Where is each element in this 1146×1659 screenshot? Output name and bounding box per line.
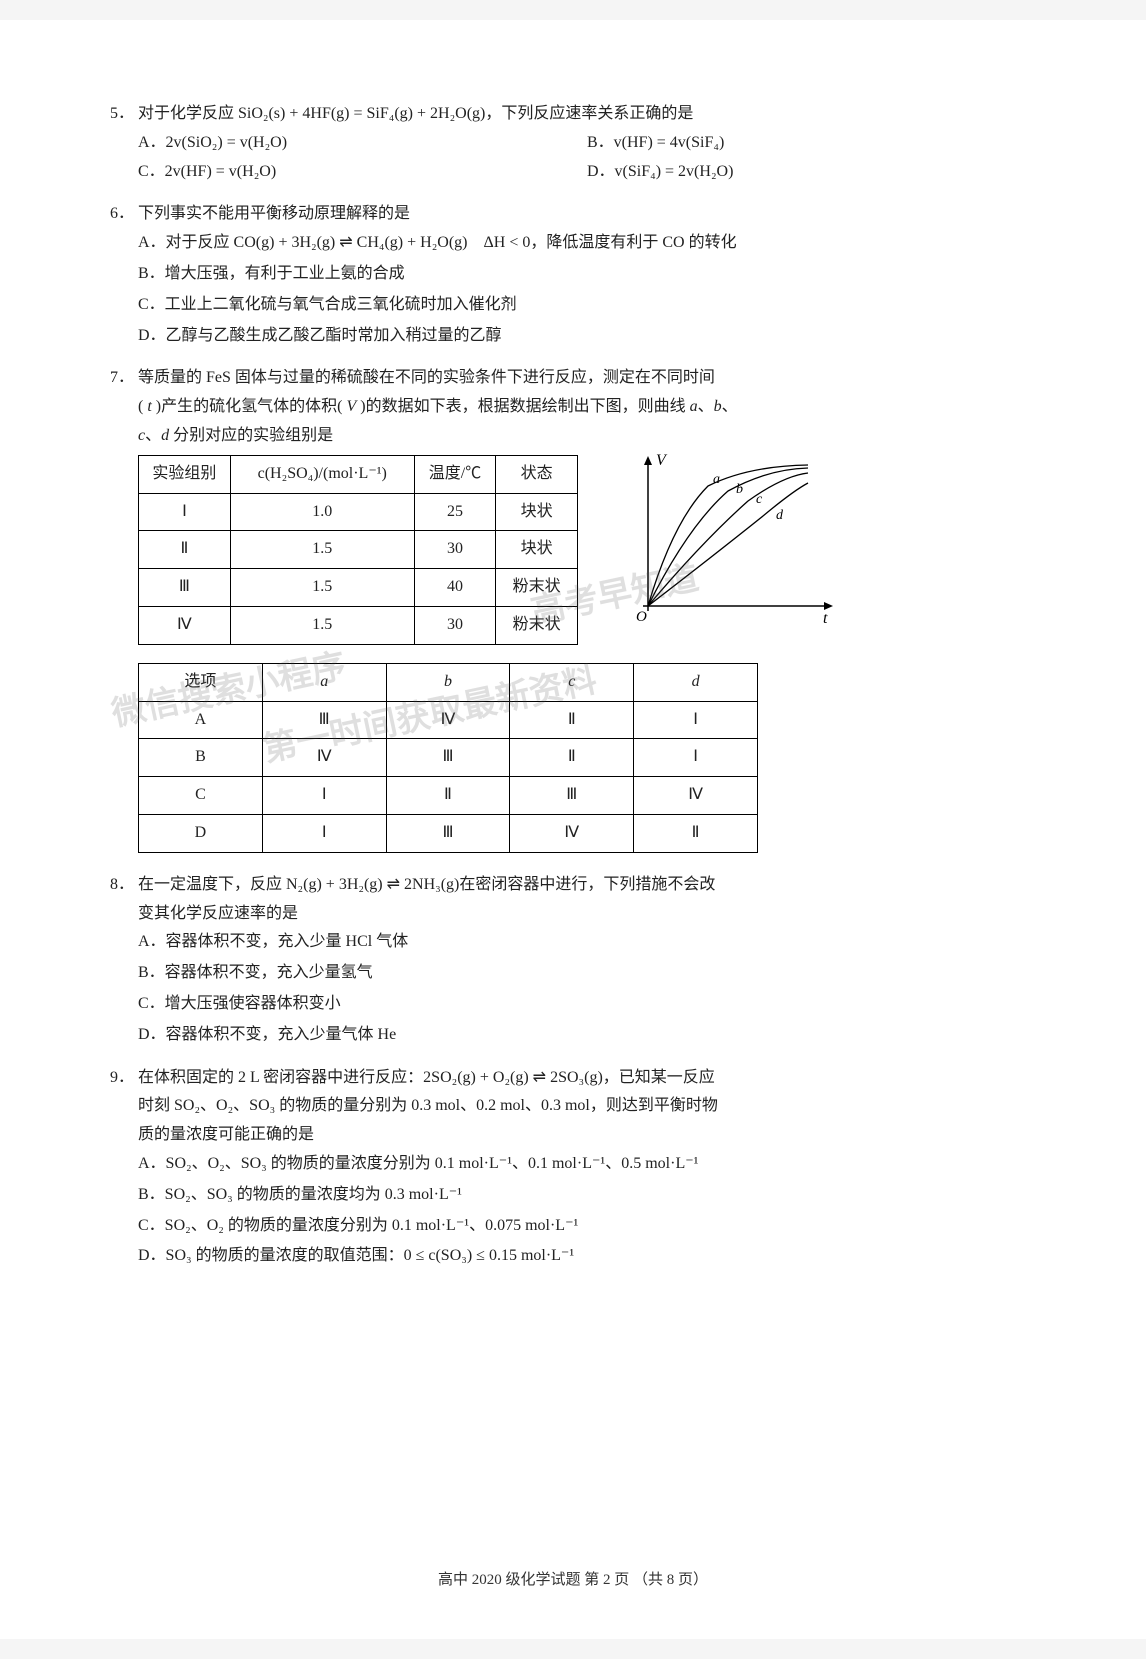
q7-number: 7． [110,364,138,393]
question-8: 8． 在一定温度下，反应 N₂(g) + 3H₂(g) ⇌ 2NH₃(g)在密闭… [110,871,1036,1050]
q7-stem-line3: c、d 分别对应的实验组别是 [110,422,1036,451]
table-row: Ⅱ1.530块状 [139,531,578,569]
table-row: CⅠⅡⅢⅣ [139,777,758,815]
q9-stem-line3: 质的量浓度可能正确的是 [110,1121,1036,1150]
t1-h0: 实验组别 [139,455,231,493]
q5-choice-a: A．2v(SiO₂) = v(H₂O) [138,129,587,158]
q9-choice-a: A．SO₂、O₂、SO₃ 的物质的量浓度分别为 0.1 mol·L⁻¹、0.1 … [138,1150,1036,1179]
curve-label-a: a [713,472,720,487]
question-5: 5． 对于化学反应 SiO₂(s) + 4HF(g) = SiF₄(g) + 2… [110,100,1036,186]
q7-answer-table: 选项 a b c d AⅢⅣⅡⅠ BⅣⅢⅡⅠ CⅠⅡⅢⅣ DⅠⅢⅣⅡ [138,663,758,853]
q7-data-table: 实验组别 c(H₂SO₄)/(mol·L⁻¹) 温度/℃ 状态 Ⅰ1.025块状… [138,455,578,645]
page-footer: 高中 2020 级化学试题 第 2 页 （共 8 页） [0,1567,1146,1594]
y-axis-label: V [656,452,668,469]
curve-d [648,483,808,606]
table-row: DⅠⅢⅣⅡ [139,814,758,852]
curve-b [648,468,808,606]
q9-stem-line2: 时刻 SO₂、O₂、SO₃ 的物质的量分别为 0.3 mol、0.2 mol、0… [110,1092,1036,1121]
q9-number: 9． [110,1064,138,1093]
q8-choice-d: D．容器体积不变，充入少量气体 He [138,1021,1036,1050]
origin-label: O [636,609,647,625]
q6-choice-d: D．乙醇与乙酸生成乙酸乙酯时常加入稍过量的乙醇 [138,322,1036,351]
q6-choice-c: C．工业上二氧化硫与氧气合成三氧化硫时加入催化剂 [138,291,1036,320]
curve-label-b: b [736,482,743,497]
q5-choice-c: C．2v(HF) = v(H₂O) [138,158,587,187]
q7-stem-line1: 等质量的 FeS 固体与过量的稀硫酸在不同的实验条件下进行反应，测定在不同时间 [138,364,1036,393]
t1-h3: 状态 [496,455,578,493]
curve-label-c: c [756,492,763,507]
q8-choice-b: B．容器体积不变，充入少量氢气 [138,959,1036,988]
table-row: Ⅲ1.540粉末状 [139,569,578,607]
table-row: Ⅳ1.530粉末状 [139,606,578,644]
table-header-row: 实验组别 c(H₂SO₄)/(mol·L⁻¹) 温度/℃ 状态 [139,455,578,493]
q5-number: 5． [110,100,138,129]
q6-stem: 下列事实不能用平衡移动原理解释的是 [138,200,1036,229]
q6-choice-a: A．对于反应 CO(g) + 3H₂(g) ⇌ CH₄(g) + H₂O(g) … [138,229,1036,258]
q7-curve-chart: V t O a b c d [618,451,838,631]
q7-stem-line2: ( t )产生的硫化氢气体的体积( V )的数据如下表，根据数据绘制出下图，则曲… [110,393,1036,422]
table-row: AⅢⅣⅡⅠ [139,701,758,739]
curve-label-d: d [776,508,784,523]
table-row: Ⅰ1.025块状 [139,493,578,531]
x-axis-label: t [823,610,828,627]
q8-choice-c: C．增大压强使容器体积变小 [138,990,1036,1019]
t1-h1: c(H₂SO₄)/(mol·L⁻¹) [230,455,414,493]
t1-h2: 温度/℃ [414,455,496,493]
q5-stem: 对于化学反应 SiO₂(s) + 4HF(g) = SiF₄(g) + 2H₂O… [138,100,1036,129]
curve-a [648,465,808,606]
q8-stem-line2: 变其化学反应速率的是 [110,900,1036,929]
table-header-row: 选项 a b c d [139,663,758,701]
q9-choice-b: B．SO₂、SO₃ 的物质的量浓度均为 0.3 mol·L⁻¹ [138,1181,1036,1210]
q8-number: 8． [110,871,138,900]
q9-choice-c: C．SO₂、O₂ 的物质的量浓度分别为 0.1 mol·L⁻¹、0.075 mo… [138,1212,1036,1241]
q5-choice-d: D．v(SiF₄) = 2v(H₂O) [587,158,1036,187]
q6-number: 6． [110,200,138,229]
question-9: 9． 在体积固定的 2 L 密闭容器中进行反应：2SO₂(g) + O₂(g) … [110,1064,1036,1272]
exam-page: 5． 对于化学反应 SiO₂(s) + 4HF(g) = SiF₄(g) + 2… [0,20,1146,1639]
q5-choice-b: B．v(HF) = 4v(SiF₄) [587,129,1036,158]
q6-choice-b: B．增大压强，有利于工业上氨的合成 [138,260,1036,289]
q8-stem-line1: 在一定温度下，反应 N₂(g) + 3H₂(g) ⇌ 2NH₃(g)在密闭容器中… [138,871,1036,900]
q9-stem-line1: 在体积固定的 2 L 密闭容器中进行反应：2SO₂(g) + O₂(g) ⇌ 2… [138,1064,1036,1093]
question-7: 7． 等质量的 FeS 固体与过量的稀硫酸在不同的实验条件下进行反应，测定在不同… [110,364,1036,852]
question-6: 6． 下列事实不能用平衡移动原理解释的是 A．对于反应 CO(g) + 3H₂(… [110,200,1036,350]
q8-choice-a: A．容器体积不变，充入少量 HCl 气体 [138,928,1036,957]
q9-choice-d: D．SO₃ 的物质的量浓度的取值范围：0 ≤ c(SO₃) ≤ 0.15 mol… [138,1242,1036,1271]
table-row: BⅣⅢⅡⅠ [139,739,758,777]
